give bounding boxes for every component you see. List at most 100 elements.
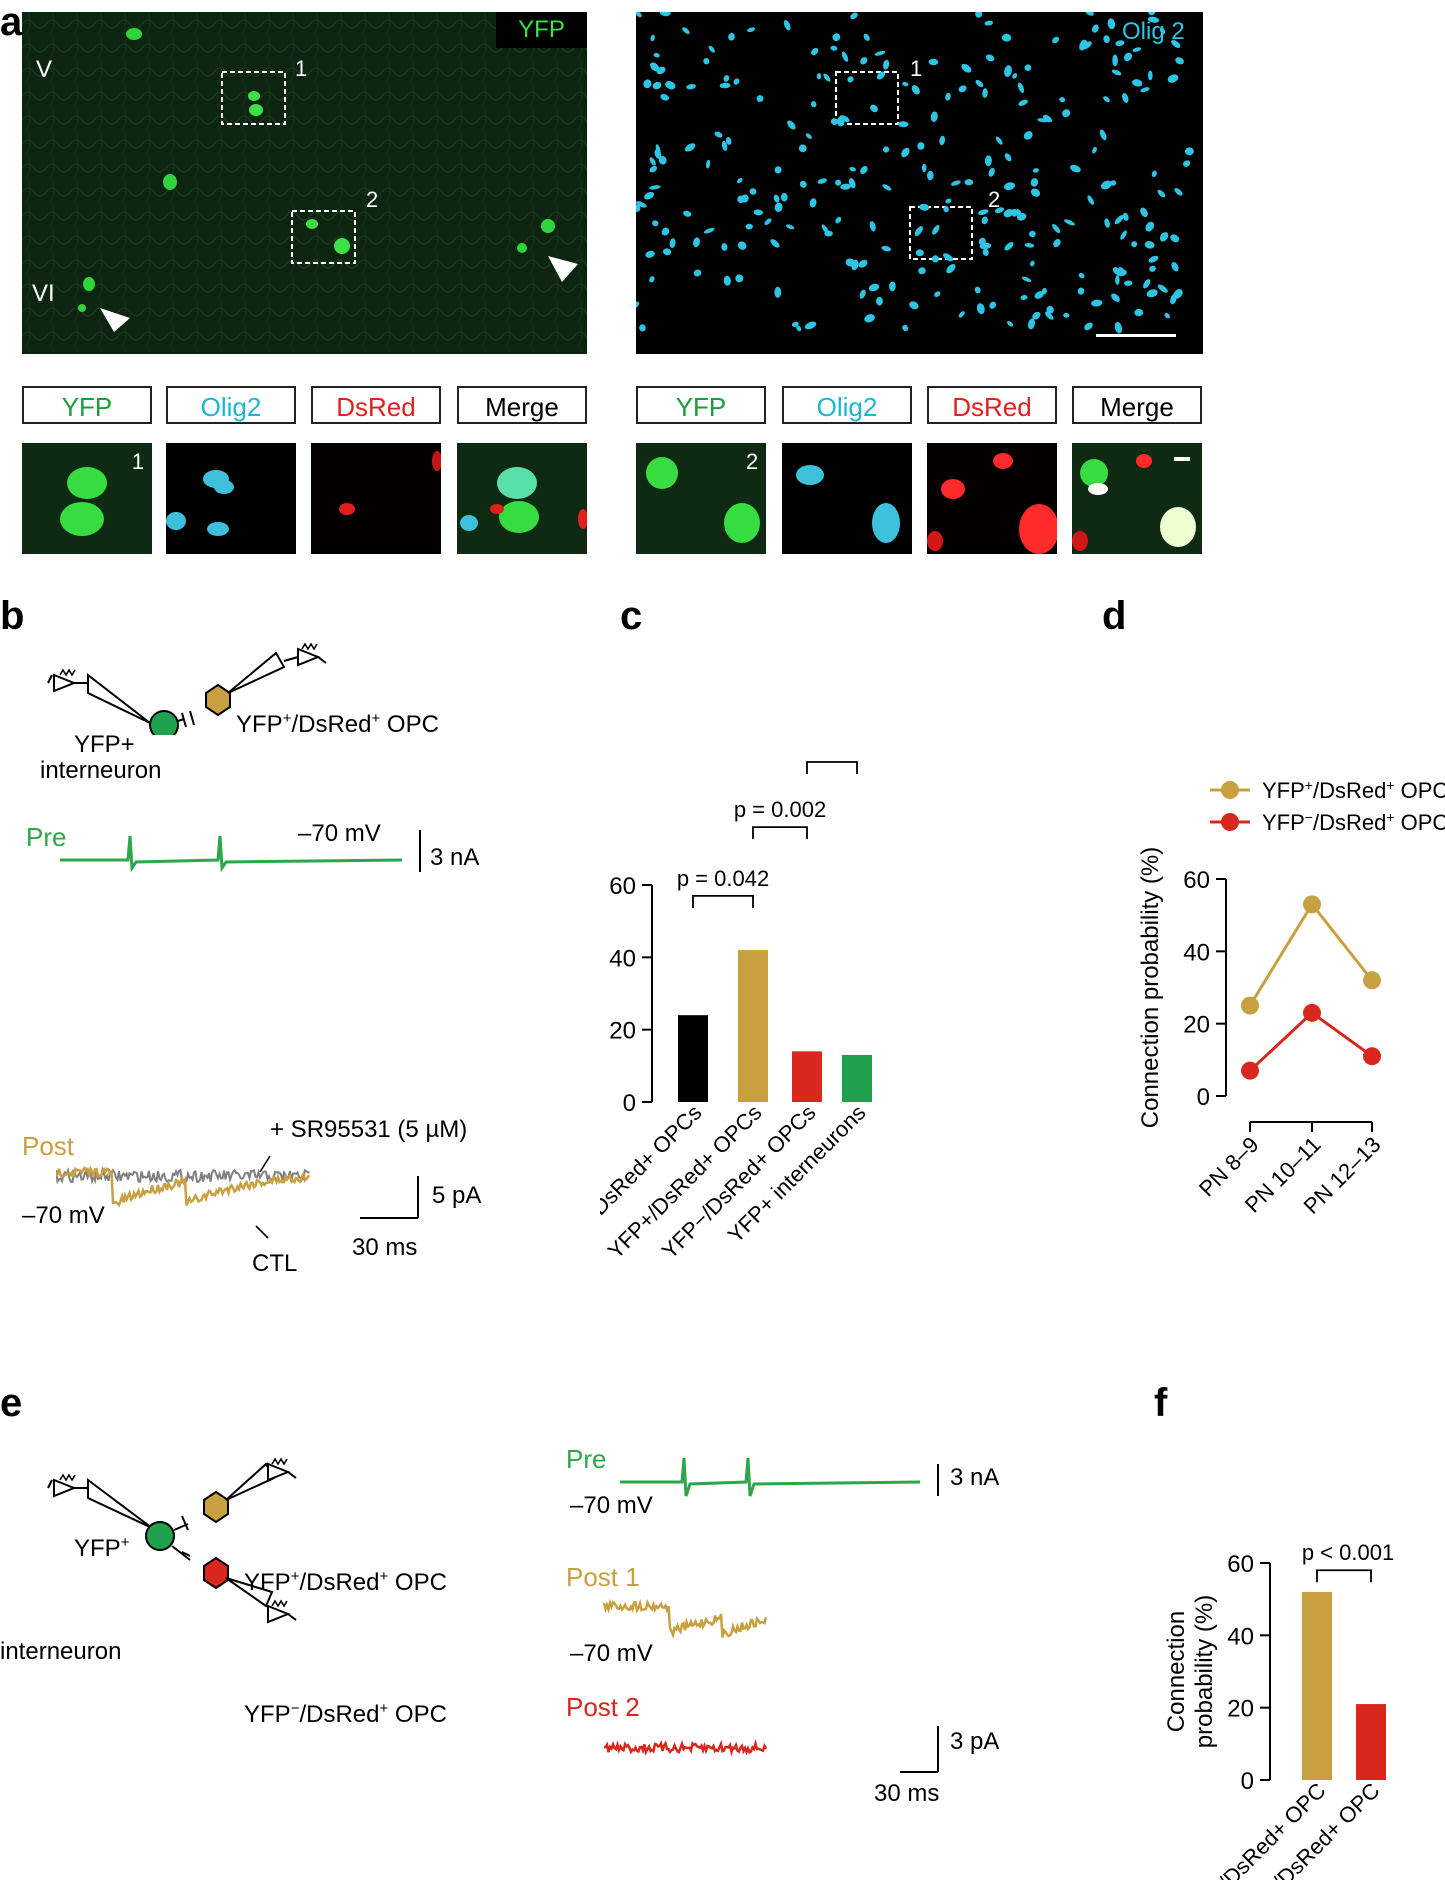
inset-label-dsred: DsRed xyxy=(311,386,441,424)
nucleus xyxy=(723,75,730,82)
nucleus xyxy=(1123,52,1133,62)
nucleus xyxy=(810,101,817,108)
nucleus xyxy=(1024,243,1035,248)
nucleus xyxy=(1046,305,1054,314)
nucleus xyxy=(1053,238,1061,248)
nucleus xyxy=(939,135,946,146)
nucleus xyxy=(650,62,660,72)
nucleus xyxy=(988,167,995,177)
nucleus xyxy=(1159,27,1166,35)
nucleus xyxy=(945,92,951,101)
nucleus xyxy=(745,223,753,230)
nucleus xyxy=(961,63,972,73)
y-tick-label: 40 xyxy=(1183,939,1210,966)
nucleus xyxy=(774,166,782,174)
nucleus xyxy=(874,50,886,56)
nucleus xyxy=(1016,212,1027,221)
nucleus xyxy=(876,71,886,80)
nucleus xyxy=(870,104,878,113)
y-tick-label: 60 xyxy=(1183,867,1210,894)
nucleus xyxy=(835,216,842,224)
nucleus xyxy=(1084,12,1094,16)
bar xyxy=(792,1051,822,1102)
panel-c-label: c xyxy=(620,594,643,638)
significance-bracket xyxy=(692,894,754,908)
arrowhead-icon xyxy=(548,256,578,282)
box1-number: 1 xyxy=(910,56,923,81)
nucleus xyxy=(1007,321,1014,327)
nucleus xyxy=(1024,64,1032,72)
p-value-label: p = 0.002 xyxy=(734,797,826,822)
nucleus xyxy=(721,140,728,151)
nucleus xyxy=(1111,69,1122,76)
nucleus xyxy=(975,79,984,88)
nucleus xyxy=(1091,299,1103,307)
nucleus xyxy=(653,52,660,58)
panel-f-label: f xyxy=(1154,1381,1168,1425)
nucleus xyxy=(982,248,989,256)
data-point xyxy=(1363,1047,1381,1066)
nucleus xyxy=(650,34,655,42)
panel-e-opc2: YFP−/DsRed+ OPC xyxy=(244,1700,447,1728)
nucleus xyxy=(725,137,732,145)
nucleus xyxy=(1032,311,1041,320)
nucleus xyxy=(645,250,655,258)
bar xyxy=(738,950,768,1102)
nucleus xyxy=(882,184,892,191)
panel-b-pre-trace xyxy=(60,830,421,873)
nucleus xyxy=(780,192,788,202)
nucleus xyxy=(1171,262,1179,272)
panel-e-post1-voltage: –70 mV xyxy=(570,1640,653,1667)
data-point xyxy=(1241,996,1259,1015)
nucleus xyxy=(1017,82,1025,93)
p-value-label: p = 0.042 xyxy=(677,866,769,891)
panel-e-opc1: YFP+/DsRed+ OPC xyxy=(244,1568,447,1596)
nucleus xyxy=(994,207,1005,214)
y-axis-label: Connection probability (%) xyxy=(1137,847,1164,1128)
opc-icon xyxy=(205,683,231,717)
nucleus xyxy=(714,131,723,138)
nucleus xyxy=(847,76,854,83)
nucleus xyxy=(1148,255,1159,263)
nucleus xyxy=(649,276,655,283)
nucleus xyxy=(1171,40,1181,48)
panel-b-schematic xyxy=(47,642,327,735)
nucleus xyxy=(1029,230,1036,238)
nucleus xyxy=(817,178,827,184)
nucleus xyxy=(1114,214,1124,225)
nucleus xyxy=(835,179,842,186)
nucleus xyxy=(1078,272,1085,279)
resistor-icon xyxy=(301,642,318,651)
inset2-yfp: 2 xyxy=(636,443,766,554)
resistor-icon xyxy=(59,1473,76,1482)
nucleus xyxy=(1020,295,1028,300)
nucleus xyxy=(1115,40,1125,47)
arrowhead-icon xyxy=(100,308,130,332)
panel-b-time-scale: 30 ms xyxy=(352,1234,418,1261)
y-tick-label: 40 xyxy=(609,945,636,972)
nucleus xyxy=(708,45,715,53)
nucleus xyxy=(1182,160,1191,167)
inset1-yfp: 1 xyxy=(22,443,152,554)
nucleus xyxy=(1147,70,1153,81)
panel-e-schematic xyxy=(47,1462,276,1608)
inset2-merge xyxy=(1072,443,1202,554)
nucleus xyxy=(1174,188,1183,196)
nucleus xyxy=(799,180,807,188)
inset-label-olig2: Olig2 xyxy=(782,386,912,424)
nucleus xyxy=(692,237,701,248)
yfp-micrograph: YFP V VI 1 2 xyxy=(22,12,587,354)
nucleus xyxy=(669,238,676,248)
layer-vi-label: VI xyxy=(32,280,55,307)
y-tick-label: 0 xyxy=(623,1090,636,1117)
nucleus xyxy=(1103,96,1110,103)
nucleus xyxy=(859,289,866,299)
olig2-micrograph: Olig 2 1 2 xyxy=(636,12,1203,354)
nucleus xyxy=(1157,189,1166,198)
nucleus xyxy=(958,85,967,93)
resistor-icon xyxy=(271,1457,288,1466)
nucleus xyxy=(636,201,647,208)
nucleus xyxy=(985,54,995,62)
panel-b-ctl: CTL xyxy=(252,1250,298,1277)
nucleus xyxy=(649,185,661,190)
